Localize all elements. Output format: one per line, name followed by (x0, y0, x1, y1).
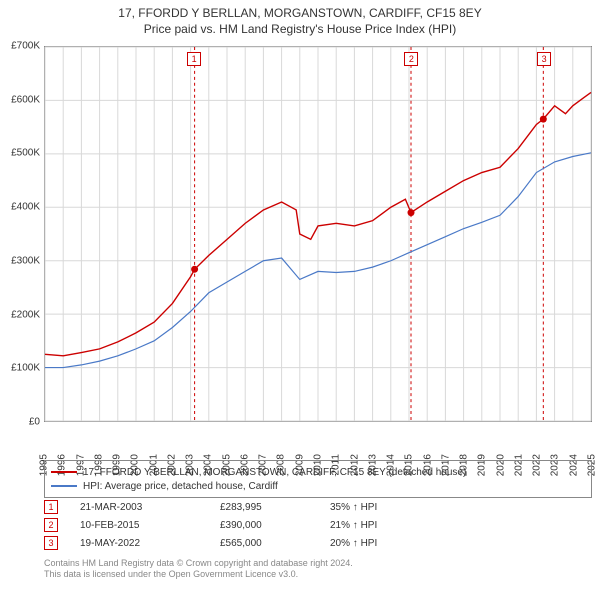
event-marker-label: 3 (537, 52, 551, 66)
title-address: 17, FFORDD Y BERLLAN, MORGANSTOWN, CARDI… (0, 6, 600, 20)
y-tick-label: £200K (0, 309, 40, 320)
y-tick-label: £700K (0, 41, 40, 52)
attribution-line2: This data is licensed under the Open Gov… (44, 569, 592, 580)
event-row-pct: 20% ↑ HPI (330, 538, 480, 549)
legend-row: 17, FFORDD Y BERLLAN, MORGANSTOWN, CARDI… (51, 465, 585, 479)
event-marker-dot (540, 116, 547, 123)
plot-area (44, 46, 592, 422)
event-marker-label: 1 (187, 52, 201, 66)
chart-container: 17, FFORDD Y BERLLAN, MORGANSTOWN, CARDI… (0, 0, 600, 590)
title-subtitle: Price paid vs. HM Land Registry's House … (0, 22, 600, 36)
event-row-date: 19-MAY-2022 (80, 538, 220, 549)
event-row-price: £390,000 (220, 520, 330, 531)
event-marker-dot (408, 209, 415, 216)
event-marker-dot (191, 266, 198, 273)
y-tick-label: £300K (0, 255, 40, 266)
legend-swatch (51, 471, 77, 473)
title-block: 17, FFORDD Y BERLLAN, MORGANSTOWN, CARDI… (0, 0, 600, 36)
events-table: 1 21-MAR-2003£283,99535% ↑ HPI 2 10-FEB-201… (44, 498, 592, 552)
y-tick-label: £600K (0, 94, 40, 105)
event-row-num: 2 (44, 518, 58, 532)
event-row-num: 1 (44, 500, 58, 514)
event-row-date: 10-FEB-2015 (80, 520, 220, 531)
y-tick-label: £0 (0, 417, 40, 428)
event-row-num: 3 (44, 536, 58, 550)
legend-swatch (51, 485, 77, 487)
event-row-pct: 35% ↑ HPI (330, 502, 480, 513)
legend: 17, FFORDD Y BERLLAN, MORGANSTOWN, CARDI… (44, 460, 592, 498)
y-tick-label: £500K (0, 148, 40, 159)
legend-label: 17, FFORDD Y BERLLAN, MORGANSTOWN, CARDI… (83, 467, 466, 478)
event-row-price: £283,995 (220, 502, 330, 513)
y-tick-label: £400K (0, 202, 40, 213)
event-row: 1 21-MAR-2003£283,99535% ↑ HPI (44, 498, 592, 516)
event-row-price: £565,000 (220, 538, 330, 549)
event-row-date: 21-MAR-2003 (80, 502, 220, 513)
plot-svg (45, 47, 591, 421)
event-row-pct: 21% ↑ HPI (330, 520, 480, 531)
attribution: Contains HM Land Registry data © Crown c… (44, 558, 592, 581)
legend-label: HPI: Average price, detached house, Card… (83, 481, 278, 492)
attribution-line1: Contains HM Land Registry data © Crown c… (44, 558, 592, 569)
event-marker-label: 2 (404, 52, 418, 66)
event-row: 2 10-FEB-2015£390,00021% ↑ HPI (44, 516, 592, 534)
y-tick-label: £100K (0, 363, 40, 374)
event-row: 3 19-MAY-2022£565,00020% ↑ HPI (44, 534, 592, 552)
legend-row: HPI: Average price, detached house, Card… (51, 479, 585, 493)
